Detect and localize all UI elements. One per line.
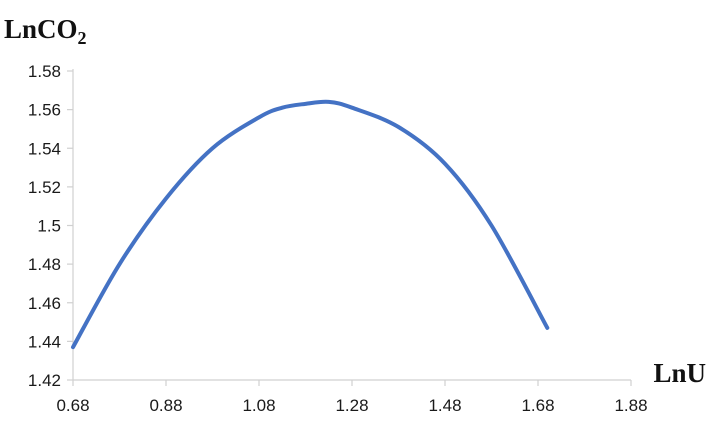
y-tick-label: 1.48 [28, 255, 61, 274]
x-tick-label: 1.68 [521, 396, 554, 415]
y-tick-label: 1.54 [28, 139, 61, 158]
series-line-0 [71, 99, 550, 350]
x-axis-ticks: 0.68 0.88 1.08 1.28 1.48 1.68 1.88 [56, 380, 648, 415]
y-tick-label: 1.5 [37, 217, 61, 236]
series-layer [71, 99, 550, 350]
y-axis-title: LnCO2 [4, 14, 87, 48]
x-tick-label: 0.88 [149, 396, 182, 415]
y-tick-label: 1.52 [28, 178, 61, 197]
x-tick-label: 1.08 [242, 396, 275, 415]
x-axis-title: LnU [653, 358, 706, 388]
x-tick-label: 0.68 [56, 396, 89, 415]
x-tick-label: 1.88 [614, 396, 647, 415]
y-tick-label: 1.44 [28, 332, 61, 351]
y-tick-label: 1.46 [28, 294, 61, 313]
x-tick-label: 1.48 [428, 396, 461, 415]
y-tick-label: 1.56 [28, 101, 61, 120]
x-tick-label: 1.28 [335, 396, 368, 415]
y-tick-label: 1.42 [28, 371, 61, 390]
y-tick-label: 1.58 [28, 62, 61, 81]
y-axis-ticks: 1.42 1.44 1.46 1.48 1.5 1.52 1.54 1.56 1.58 [28, 62, 73, 390]
